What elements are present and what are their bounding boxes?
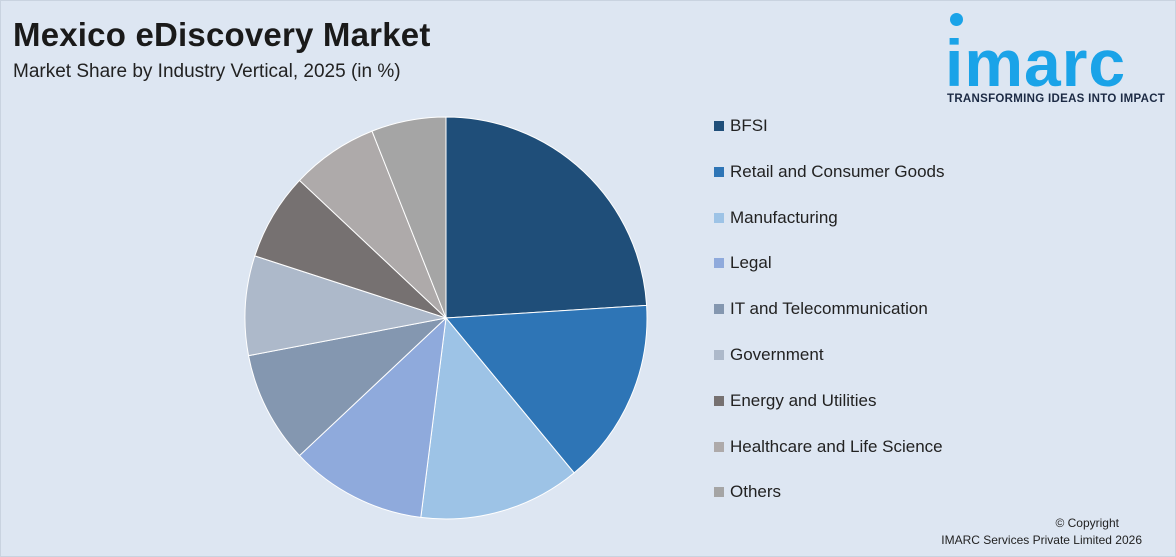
legend-label: IT and Telecommunication bbox=[730, 299, 928, 319]
legend-swatch bbox=[714, 166, 724, 177]
legend-item-healthcare-and-life-science: Healthcare and Life Science bbox=[714, 435, 943, 459]
legend-item-bfsi: BFSI bbox=[714, 114, 768, 138]
legend-label: Retail and Consumer Goods bbox=[730, 161, 945, 181]
copyright-line-1: © Copyright bbox=[1055, 516, 1119, 530]
legend-swatch bbox=[714, 258, 724, 269]
imarc-logo: imarc TRANSFORMING IDEAS INTO IMPACT bbox=[945, 12, 1171, 108]
copyright: © Copyright IMARC Services Private Limit… bbox=[941, 515, 1142, 549]
legend-item-retail-and-consumer-goods: Retail and Consumer Goods bbox=[714, 160, 945, 184]
legend-item-legal: Legal bbox=[714, 251, 772, 275]
legend-item-manufacturing: Manufacturing bbox=[714, 206, 838, 230]
chart-title: Mexico eDiscovery Market bbox=[13, 16, 431, 53]
legend-label: Energy and Utilities bbox=[730, 390, 877, 410]
legend-label: Legal bbox=[730, 253, 772, 273]
legend-swatch bbox=[714, 304, 724, 315]
legend-item-it-and-telecommunication: IT and Telecommunication bbox=[714, 297, 928, 321]
pie-slice-legal bbox=[298, 316, 447, 518]
legend-label: Government bbox=[730, 345, 824, 364]
legend-item-energy-and-utilities: Energy and Utilities bbox=[714, 389, 876, 413]
legend-swatch bbox=[714, 487, 724, 498]
legend-label: Manufacturing bbox=[730, 207, 838, 227]
copyright-line-2: IMARC Services Private Limited 2026 bbox=[941, 533, 1142, 547]
legend-swatch bbox=[714, 212, 724, 223]
pie-slice-manufacturing bbox=[420, 316, 575, 520]
legend-swatch bbox=[714, 441, 724, 452]
pie-slice-government bbox=[244, 255, 447, 357]
chart-subtitle: Market Share by Industry Vertical, 2025 … bbox=[13, 61, 401, 82]
legend-label: Healthcare and Life Science bbox=[730, 436, 943, 456]
legend-item-government: Government bbox=[714, 343, 824, 367]
legend-swatch bbox=[714, 395, 724, 406]
pie-slice-it-and-telecommunication bbox=[247, 317, 448, 457]
pie-slice-bfsi bbox=[445, 116, 648, 319]
legend-swatch bbox=[714, 121, 724, 131]
logo-wordmark: imarc bbox=[945, 26, 1127, 100]
logo-dot-icon bbox=[950, 13, 963, 26]
pie-slice-others bbox=[371, 116, 447, 319]
legend-label: BFSI bbox=[730, 116, 768, 135]
logo-tagline: TRANSFORMING IDEAS INTO IMPACT bbox=[947, 93, 1166, 105]
legend-label: Others bbox=[730, 482, 782, 502]
pie-slice-retail-and-consumer-goods bbox=[444, 304, 648, 474]
legend-swatch bbox=[714, 350, 724, 360]
legend-item-others: Others bbox=[714, 480, 781, 504]
